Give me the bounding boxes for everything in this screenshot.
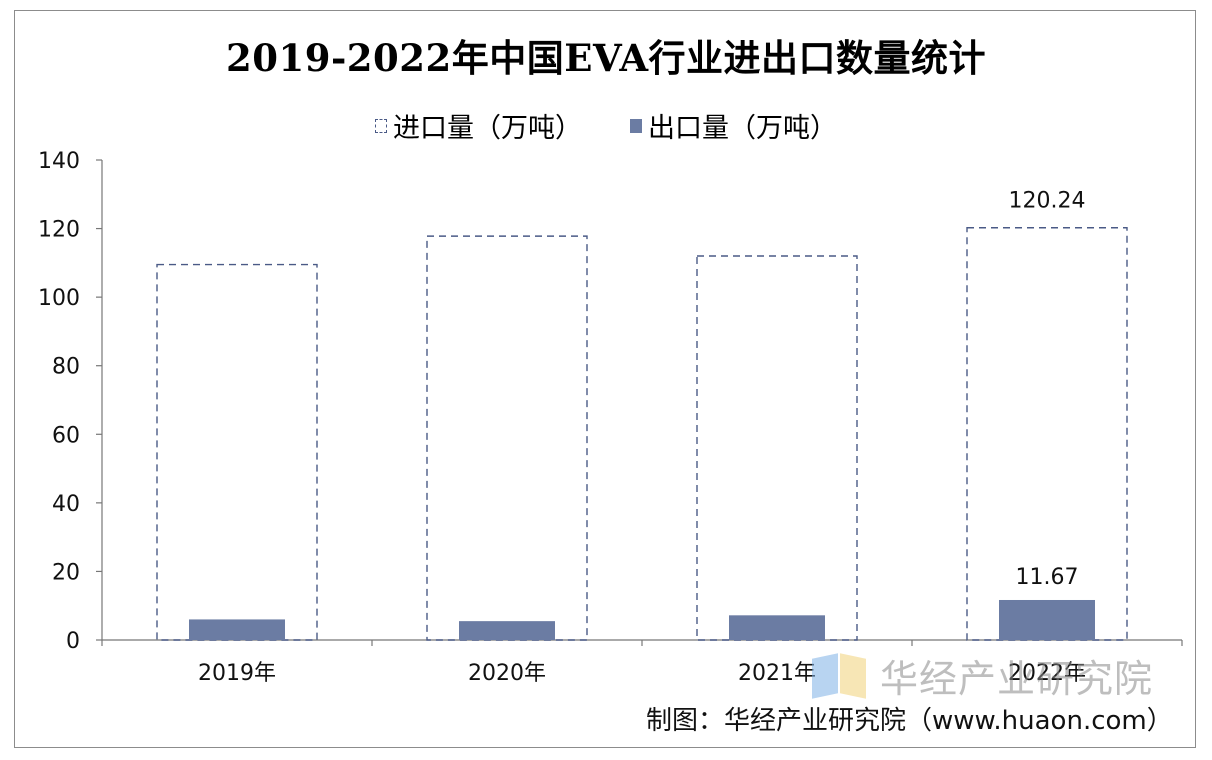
- bar-import: [696, 255, 858, 641]
- chart-legend: 进口量（万吨） 出口量（万吨）: [0, 106, 1212, 145]
- watermark-logo-icon: [812, 652, 870, 700]
- x-tick-label: 2022年: [1008, 661, 1086, 686]
- y-tick-label: 120: [38, 218, 80, 243]
- y-tick-label: 140: [38, 149, 80, 174]
- source-note: 制图：华经产业研究院（www.huaon.com）: [646, 706, 1173, 736]
- y-tick-label: 60: [52, 423, 80, 448]
- legend-item-export: 出口量（万吨）: [630, 106, 837, 145]
- bar-export: [729, 615, 825, 640]
- bar-import: [156, 263, 318, 641]
- watermark-text: 华经产业研究院: [880, 657, 1154, 701]
- chart-title: 2019-2022年中国EVA行业进出口数量统计: [225, 36, 987, 80]
- y-tick-label: 20: [52, 560, 80, 585]
- bar-export: [189, 619, 285, 640]
- chart-frame: [14, 10, 1196, 748]
- y-tick-label: 100: [38, 286, 80, 311]
- x-tick-label: 2021年: [738, 661, 816, 686]
- legend-swatch-import: [375, 118, 387, 133]
- legend-label-import: 进口量（万吨）: [393, 113, 582, 144]
- y-tick-label: 0: [66, 629, 80, 654]
- data-label-export-2022: 11.67: [1016, 565, 1079, 590]
- legend-label-export: 出口量（万吨）: [648, 113, 837, 144]
- legend-swatch-export: [630, 118, 642, 133]
- x-tick-label: 2020年: [468, 661, 546, 686]
- bar-export: [999, 599, 1095, 640]
- watermark: 华经产业研究院: [812, 648, 1153, 703]
- y-tick-label: 80: [52, 355, 80, 380]
- data-label-import-2022: 120.24: [1009, 189, 1086, 214]
- bar-import: [426, 235, 588, 641]
- bar-export: [459, 621, 555, 640]
- y-tick-label: 40: [52, 492, 80, 517]
- legend-item-import: 进口量（万吨）: [375, 106, 582, 145]
- x-tick-label: 2019年: [198, 661, 276, 686]
